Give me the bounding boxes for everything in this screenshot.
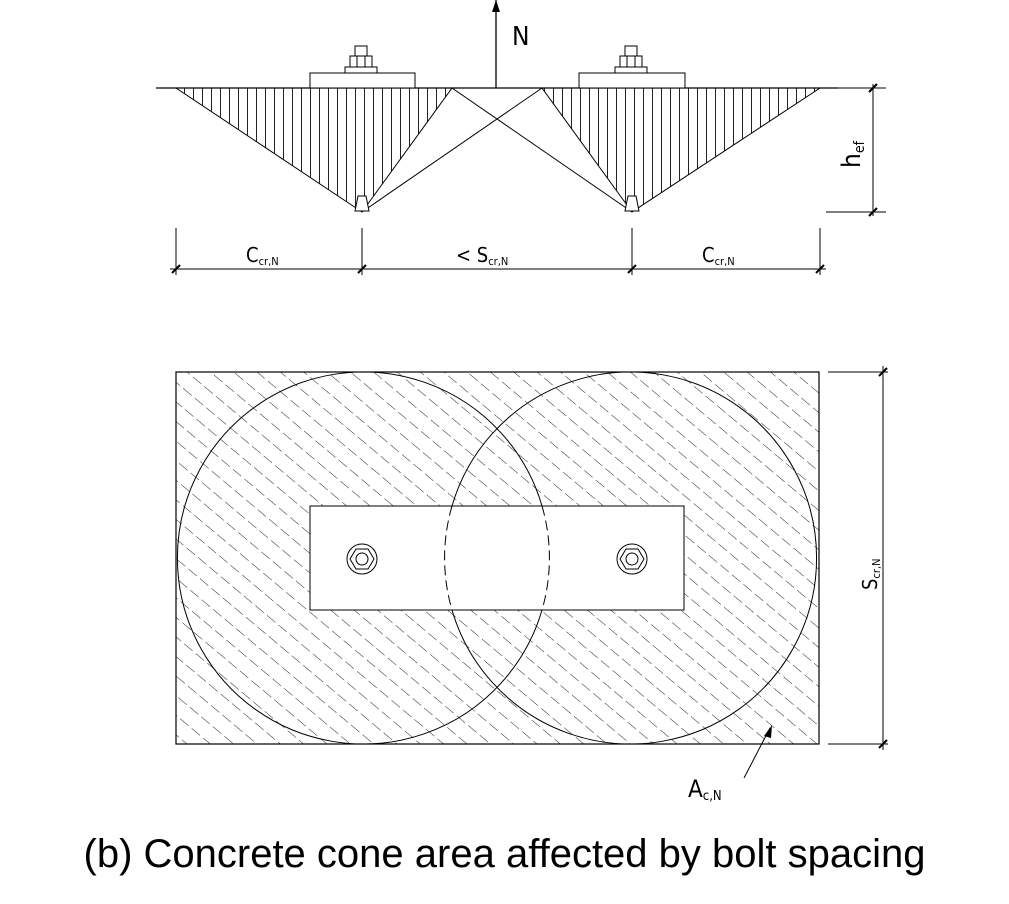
right-base-plate bbox=[578, 72, 686, 89]
area-leader-arrow bbox=[764, 725, 772, 738]
left-cone-circle bbox=[451, 372, 818, 744]
depth-label: hef bbox=[837, 140, 868, 168]
right-edge-distance-label: Ccr,N bbox=[702, 243, 735, 268]
left-bolt-nut bbox=[344, 45, 378, 74]
left-cone-hidden-arc bbox=[444, 505, 453, 611]
svg-text:hef: hef bbox=[837, 140, 868, 168]
right-cone-hidden-arc bbox=[541, 505, 550, 611]
left-bolt-plan bbox=[346, 543, 378, 575]
figure-caption: (b) Concrete cone area affected by bolt … bbox=[83, 832, 926, 876]
load-label: N bbox=[512, 22, 530, 52]
right-bolt-nut bbox=[614, 45, 648, 74]
plan-view: Scr,N Ac,N bbox=[175, 366, 888, 804]
left-anchor-head bbox=[354, 195, 370, 212]
projected-area-outline bbox=[175, 371, 820, 745]
section-view: N hef Ccr,N < Scr,N Ccr,N bbox=[156, 0, 886, 275]
right-breakout-cone bbox=[541, 87, 822, 213]
right-cone-circle bbox=[176, 372, 543, 744]
left-cone-inner-edge bbox=[361, 87, 543, 213]
svg-text:Scr,N: Scr,N bbox=[858, 559, 883, 591]
right-bolt-plan bbox=[616, 543, 648, 575]
area-label: Ac,N bbox=[688, 775, 722, 804]
right-anchor-head bbox=[624, 195, 640, 212]
spacing-label: < Scr,N bbox=[456, 243, 508, 268]
left-edge-distance-label: Ccr,N bbox=[246, 243, 279, 268]
left-base-plate bbox=[309, 72, 416, 89]
width-label: Scr,N bbox=[858, 559, 883, 591]
left-breakout-cone bbox=[174, 87, 453, 213]
load-arrow-head bbox=[492, 0, 500, 12]
right-cone-inner-edge bbox=[451, 87, 633, 213]
